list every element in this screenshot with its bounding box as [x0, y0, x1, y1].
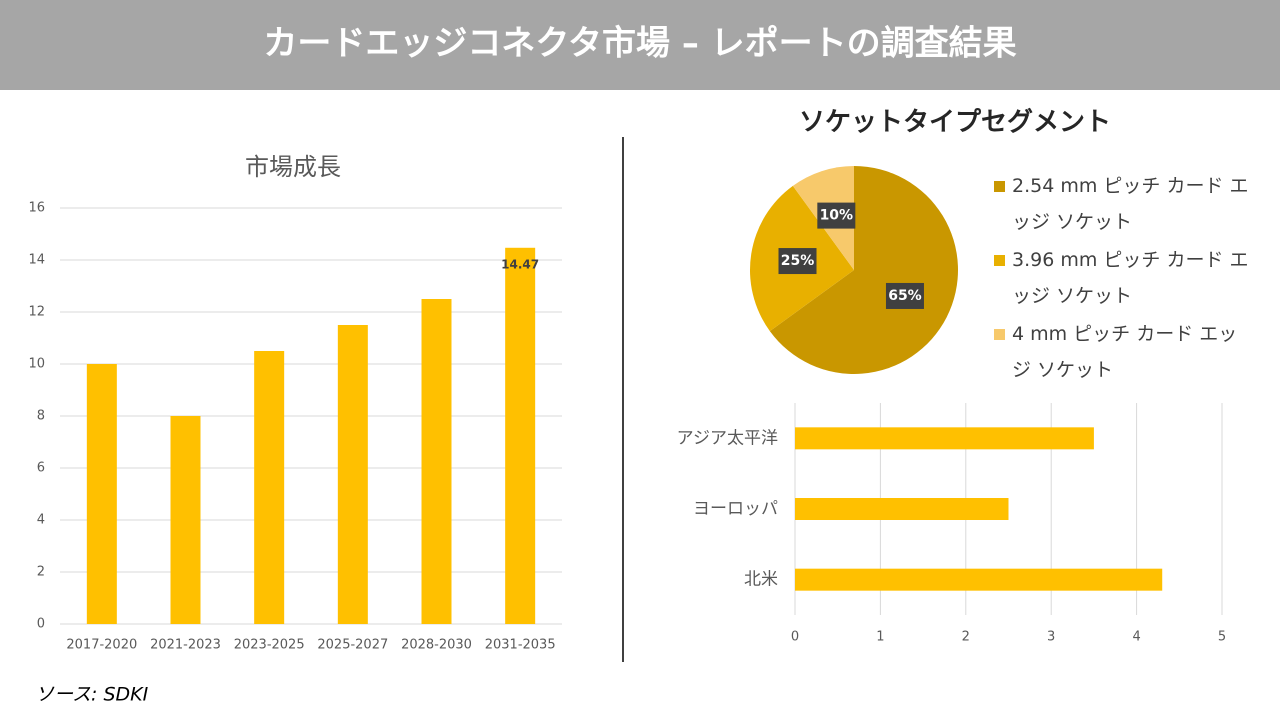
page-title: カードエッジコネクタ市場 – レポートの調査結果: [263, 24, 1016, 64]
legend-swatch: [994, 255, 1005, 266]
legend-label: 4 mm ピッチ カード エッジ ソケット: [1012, 323, 1238, 381]
x-tick-label: 2: [962, 630, 970, 645]
x-tick-label: 2021-2023: [150, 638, 221, 653]
bar: [254, 351, 285, 624]
legend-swatch: [994, 181, 1005, 192]
label-box: [778, 248, 817, 275]
data-label: 65%: [888, 288, 922, 304]
y-tick-label: アジア太平洋: [677, 428, 778, 448]
bar: [505, 247, 536, 624]
x-tick-label: 0: [791, 630, 799, 645]
legend-label: 3.96 mm ピッチ カード エッジ ソケット: [1012, 249, 1249, 307]
x-tick-label: 4: [1132, 630, 1140, 645]
x-tick-label: 1: [876, 630, 884, 645]
bar: [86, 364, 117, 624]
chart-title: 市場成長: [245, 153, 341, 181]
x-tick-label: 2025-2027: [317, 638, 388, 653]
y-tick-label: 6: [37, 461, 45, 476]
x-tick-label: 2023-2025: [234, 638, 305, 653]
data-label: 25%: [781, 253, 815, 269]
x-tick-label: 2017-2020: [66, 638, 137, 653]
x-tick-label: 3: [1047, 630, 1055, 645]
data-label: 10%: [820, 208, 854, 224]
label-box: [885, 282, 924, 309]
bar: [795, 568, 1163, 591]
y-tick-label: 4: [37, 513, 45, 528]
pie-slice: [769, 166, 959, 375]
chart-title: ソケットタイプセグメント: [799, 108, 1111, 138]
x-tick-label: 5: [1218, 630, 1226, 645]
bar: [421, 299, 452, 624]
y-tick-label: 14: [28, 253, 45, 268]
source: ソース: SDKI: [35, 684, 149, 706]
legend-label: 2.54 mm ピッチ カード エッジ ソケット: [1012, 175, 1249, 233]
y-tick-label: ヨーロッパ: [693, 499, 778, 519]
x-tick-label: 2031-2035: [485, 638, 556, 653]
y-tick-label: 0: [37, 617, 45, 632]
bar: [795, 498, 1009, 520]
y-tick-label: 2: [37, 565, 45, 580]
y-tick-label: 北米: [744, 570, 778, 590]
bar: [337, 325, 368, 624]
y-tick-label: 10: [28, 357, 45, 372]
y-tick-label: 8: [37, 409, 45, 424]
y-tick-label: 16: [28, 201, 45, 216]
label-box: [817, 202, 856, 229]
bar: [795, 427, 1094, 450]
x-tick-label: 2028-2030: [401, 638, 472, 653]
y-tick-label: 12: [28, 305, 45, 320]
header-band: [0, 0, 1280, 90]
data-label: 14.47: [501, 257, 539, 271]
bar: [170, 416, 201, 624]
legend-swatch: [994, 329, 1005, 340]
